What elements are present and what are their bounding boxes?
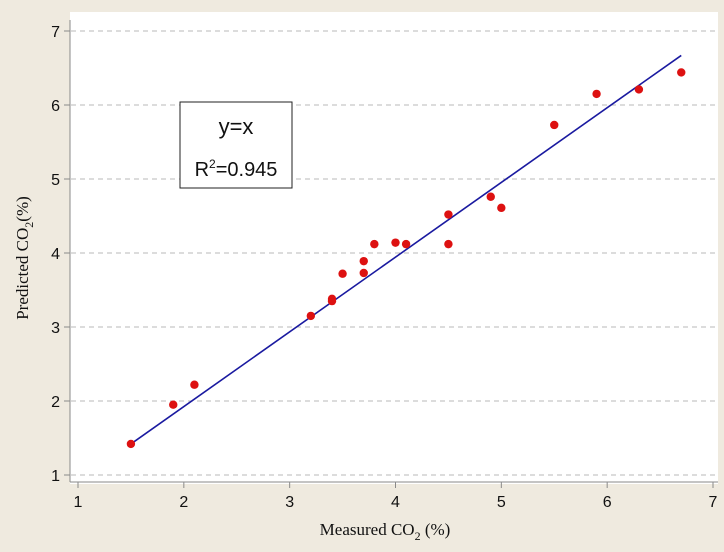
data-point: [486, 192, 495, 201]
y-tick-label: 1: [51, 468, 60, 485]
plot-background: [70, 12, 718, 484]
data-point: [327, 294, 337, 304]
y-tick-label: 7: [51, 24, 60, 41]
x-tick-label: 1: [74, 494, 83, 511]
annotation-equation: y=x: [219, 114, 254, 139]
r2-base: R: [195, 159, 209, 181]
r2-exponent: 2: [209, 157, 216, 171]
x-axis-label-text: Measured CO: [320, 520, 415, 539]
data-point: [592, 89, 601, 99]
y-tick-label: 6: [51, 98, 60, 115]
annotation-frame: [179, 101, 293, 189]
y-tick-label: 3: [51, 320, 60, 337]
y-axis-label-unit: (%): [13, 196, 32, 221]
annotation-box: y=x R2=0.945: [179, 101, 293, 189]
data-point: [370, 239, 379, 249]
fit-line-layer: [130, 54, 682, 445]
data-point: [550, 120, 559, 130]
y-axis-label-text: Predicted CO: [13, 228, 32, 320]
y-axis-label-subscript: 2: [22, 222, 36, 228]
fit-line: [130, 54, 682, 445]
data-point: [634, 85, 644, 94]
x-tick-label: 3: [285, 494, 294, 511]
data-point: [677, 68, 686, 77]
data-point: [126, 439, 136, 449]
data-point: [444, 239, 453, 249]
axis-ticks: 1 2 3 4 5 6 7 1 2 3 4 5 6 7: [51, 24, 717, 511]
data-point: [169, 400, 178, 409]
x-tick-label: 5: [497, 494, 506, 511]
data-points: [126, 68, 686, 449]
data-point: [391, 238, 400, 247]
data-point: [401, 239, 411, 249]
x-axis-label-unit: (%): [421, 520, 451, 539]
x-tick-label: 2: [179, 494, 188, 511]
data-point: [359, 256, 368, 266]
x-tick-label: 4: [391, 494, 400, 511]
data-point: [190, 380, 199, 389]
x-axis-label: Measured CO2 (%): [320, 520, 451, 543]
r2-value: =0.945: [216, 159, 278, 181]
data-point: [359, 268, 368, 278]
y-axis-label: Predicted CO2(%): [13, 196, 36, 320]
x-tick-label: 7: [709, 494, 718, 511]
data-point: [306, 311, 316, 321]
data-point: [338, 269, 347, 278]
x-axis-label-subscript: 2: [415, 529, 421, 543]
y-tick-label: 4: [51, 246, 60, 263]
x-tick-label: 6: [603, 494, 612, 511]
y-tick-label: 5: [51, 172, 60, 189]
data-point: [444, 210, 453, 219]
annotation-r-squared: R2=0.945: [195, 157, 278, 181]
y-tick-label: 2: [51, 394, 60, 411]
data-point: [497, 203, 506, 213]
